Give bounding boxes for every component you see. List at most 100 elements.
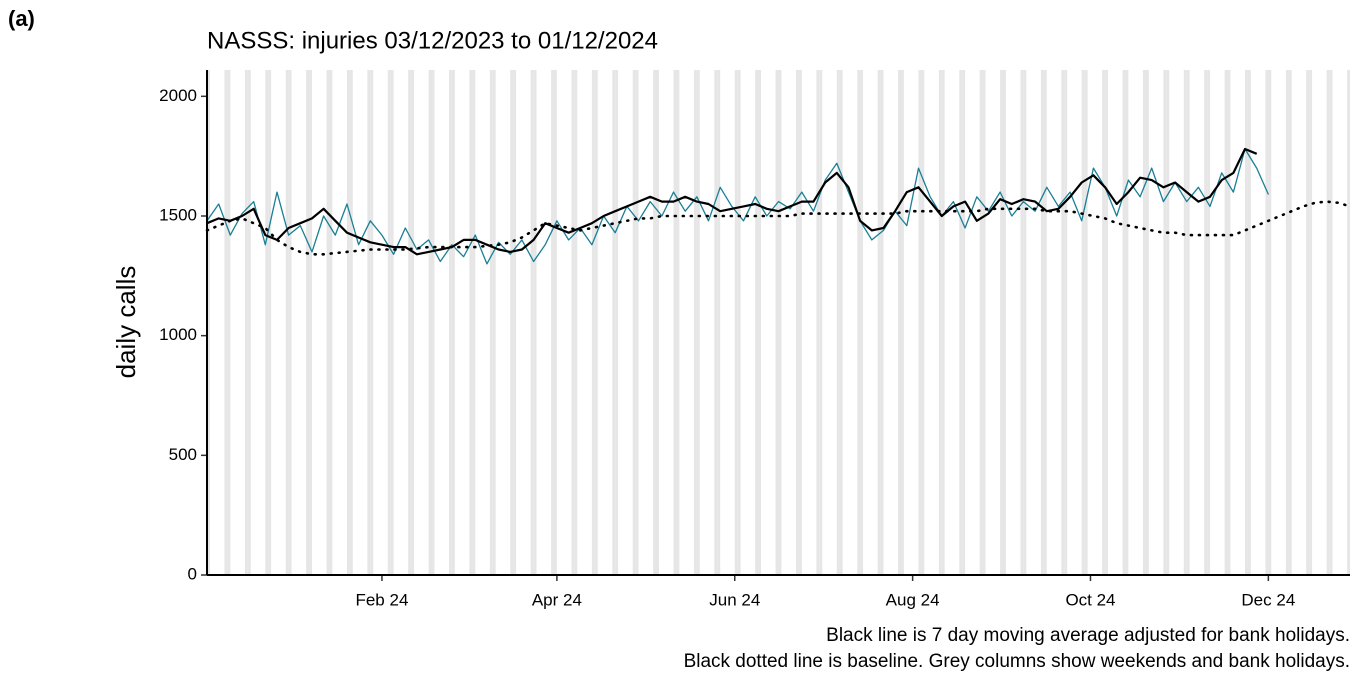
weekend-column <box>798 70 802 575</box>
weekend-column <box>1245 70 1248 575</box>
weekend-column <box>734 70 738 575</box>
weekend-column <box>510 70 514 575</box>
weekend-column <box>836 70 840 575</box>
weekend-column <box>346 70 350 575</box>
weekend-column <box>387 70 391 575</box>
weekend-column <box>656 70 659 575</box>
x-tick-label: Dec 24 <box>1241 590 1295 609</box>
x-tick-label: Apr 24 <box>532 590 582 609</box>
weekend-column <box>775 70 779 575</box>
weekend-column <box>390 70 394 575</box>
weekend-column <box>451 70 455 575</box>
weekend-column <box>632 70 636 575</box>
weekend-column <box>816 70 820 575</box>
weekend-column <box>877 70 881 575</box>
weekend-column <box>673 70 677 575</box>
weekend-column <box>1145 70 1149 575</box>
series-line <box>206 147 1258 256</box>
weekend-column <box>551 70 554 575</box>
weekend-column <box>1061 70 1065 575</box>
weekend-column <box>941 70 945 575</box>
weekend-column <box>900 70 904 575</box>
weekend-column <box>1227 70 1231 575</box>
y-tick-label: 1500 <box>159 205 197 224</box>
caption: Black line is 7 day moving average adjus… <box>826 625 1350 646</box>
weekend-column <box>591 70 595 575</box>
weekend-column <box>530 70 534 575</box>
weekend-column <box>265 70 269 575</box>
weekend-column <box>1204 70 1208 575</box>
weekend-column <box>615 70 619 575</box>
y-tick-label: 0 <box>188 564 197 583</box>
weekend-column <box>1288 70 1292 575</box>
weekend-column <box>574 70 578 575</box>
weekend-column <box>1003 70 1006 575</box>
weekend-column <box>653 70 657 575</box>
caption: Black dotted line is baseline. Grey colu… <box>684 651 1350 672</box>
weekend-column <box>1084 70 1088 575</box>
weekend-column <box>839 70 843 575</box>
weekend-column <box>1224 70 1228 575</box>
weekend-column <box>962 70 966 575</box>
weekend-column <box>326 70 330 575</box>
weekend-column <box>309 70 312 575</box>
weekend-column <box>1183 70 1187 575</box>
weekend-column <box>696 70 700 575</box>
weekend-column <box>411 70 415 575</box>
weekend-column <box>428 70 432 575</box>
weekend-column <box>1285 70 1289 575</box>
weekend-column <box>717 70 721 575</box>
weekend-column <box>489 70 493 575</box>
weekend-column <box>1040 70 1044 575</box>
weekend-column <box>1166 70 1170 575</box>
weekend-column <box>1207 70 1211 575</box>
weekend-column <box>306 70 310 575</box>
weekend-column <box>268 70 272 575</box>
weekend-column <box>513 70 517 575</box>
weekend-column <box>819 70 823 575</box>
x-tick-label: Feb 24 <box>355 590 408 609</box>
weekend-column <box>860 70 864 575</box>
weekend-column <box>714 70 718 575</box>
x-tick-label: Jun 24 <box>709 590 760 609</box>
weekend-column <box>795 70 799 575</box>
weekend-column <box>979 70 983 575</box>
weekend-column <box>1268 70 1272 575</box>
weekend-column <box>1163 70 1167 575</box>
weekend-column <box>449 70 452 575</box>
weekend-column <box>1081 70 1085 575</box>
weekend-column <box>1326 70 1330 575</box>
weekend-column <box>1043 70 1047 575</box>
weekend-column <box>959 70 963 575</box>
weekend-column <box>921 70 925 575</box>
weekend-column <box>227 70 231 575</box>
weekend-column <box>1306 70 1310 575</box>
chart-title: NASSS: injuries 03/12/2023 to 01/12/2024 <box>207 27 658 54</box>
weekend-column <box>857 70 861 575</box>
weekend-column <box>758 70 762 575</box>
weekend-column <box>982 70 986 575</box>
weekend-column <box>1020 70 1024 575</box>
weekend-column <box>1142 70 1146 575</box>
weekend-column <box>492 70 496 575</box>
y-axis-label: daily calls <box>111 266 141 379</box>
weekend-column <box>1000 70 1004 575</box>
weekend-column <box>329 70 333 575</box>
weekend-column <box>408 70 412 575</box>
weekend-column <box>1122 70 1126 575</box>
weekend-column <box>1125 70 1129 575</box>
weekend-column <box>635 70 639 575</box>
weekend-column <box>370 70 374 575</box>
weekend-column <box>571 70 575 575</box>
weekend-column <box>431 70 435 575</box>
weekend-column <box>224 70 228 575</box>
weekend-column <box>207 70 210 575</box>
y-tick-label: 1000 <box>159 325 197 344</box>
x-tick-label: Oct 24 <box>1065 590 1115 609</box>
weekend-column <box>676 70 680 575</box>
weekend-column <box>1105 70 1108 575</box>
weekend-column <box>1023 70 1027 575</box>
x-tick-label: Aug 24 <box>886 590 940 609</box>
weekend-column <box>367 70 371 575</box>
